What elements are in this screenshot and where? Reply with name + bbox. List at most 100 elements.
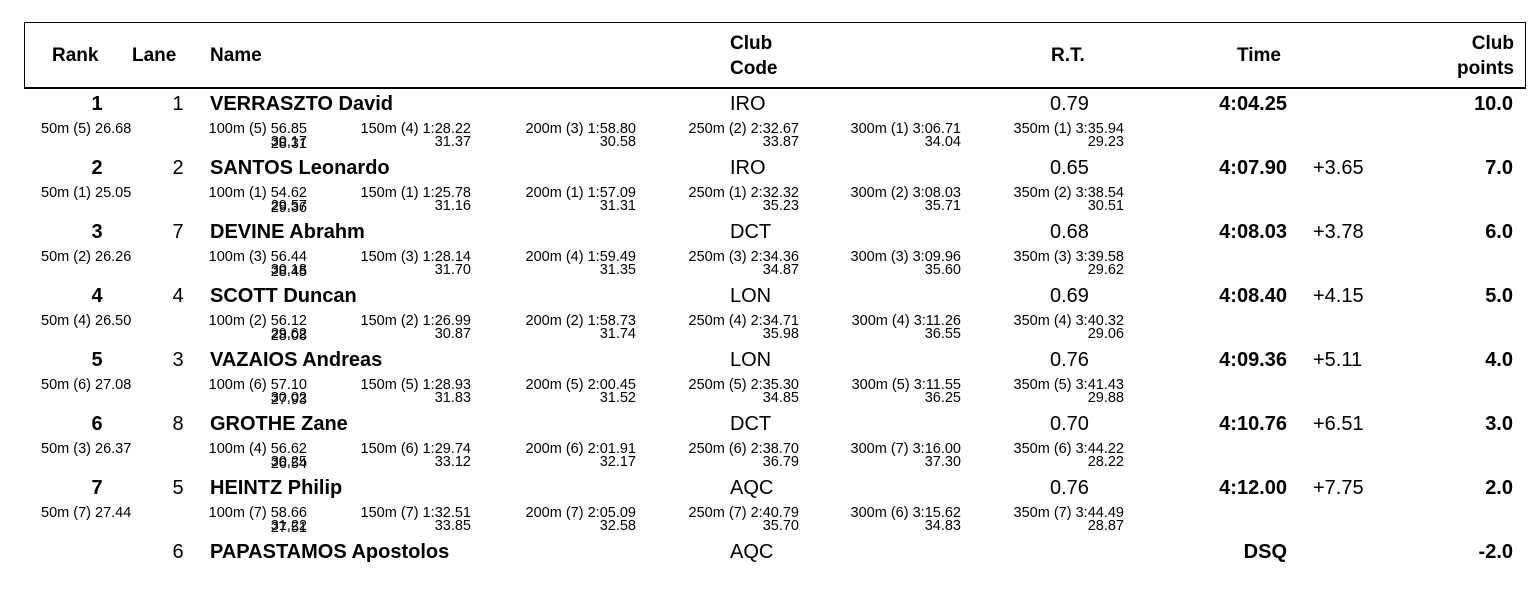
name-cell: DEVINE Abrahm: [210, 221, 365, 243]
split-lap: 29.57: [270, 198, 307, 214]
split-lap: 36.55: [924, 326, 961, 342]
split-lap: 31.35: [599, 262, 636, 278]
split-place: (4): [565, 249, 584, 265]
split-250m: 250m (1) 2:32.32 35.23: [673, 186, 799, 216]
split-100m: 100m (3) 56.44 30.18: [197, 250, 307, 280]
lane-cell: 3: [172, 349, 184, 371]
split-label: 300m: [850, 249, 887, 265]
split-cum: 1:26.99: [422, 313, 471, 329]
time-behind-cell: +3.78: [1313, 221, 1364, 243]
split-label: 350m: [1013, 185, 1050, 201]
split-label: 350m: [1013, 377, 1050, 393]
rank-cell: 3: [91, 221, 103, 243]
club-code-cell: IRO: [730, 157, 766, 179]
split-place: (6): [400, 441, 419, 457]
rank-cell: 6: [91, 413, 103, 435]
final-lap: 26.54: [270, 456, 307, 472]
split-cum: 1:28.14: [422, 249, 471, 265]
split-place: (6): [248, 377, 267, 393]
split-place: (7): [248, 505, 267, 521]
final-lap: 27.93: [270, 392, 307, 408]
split-label: 250m: [688, 249, 725, 265]
club-points-cell: 3.0: [1485, 413, 1513, 435]
split-200m: 200m (1) 1:57.09 31.31: [510, 186, 636, 216]
split-cumulative: 350m (3) 3:39.58: [1014, 250, 1124, 265]
split-300m: 300m (1) 3:06.71 34.04: [836, 122, 961, 152]
header-name: Name: [210, 45, 262, 66]
split-label: 250m: [688, 185, 725, 201]
time-behind-cell: +6.51: [1313, 413, 1364, 435]
split-place: (6): [890, 505, 909, 521]
split-cum: 3:40.32: [1075, 313, 1124, 329]
split-100m: 100m (5) 56.85 30.17: [197, 122, 307, 152]
split-lap: 30.58: [599, 134, 636, 150]
split-place: (2): [728, 121, 747, 137]
split-cumulative: 300m (2) 3:08.03: [851, 186, 961, 201]
split-place: (2): [890, 185, 909, 201]
split-label: 50m: [41, 441, 70, 457]
split-cum: 1:58.73: [587, 313, 636, 329]
split-label: 100m: [208, 505, 245, 521]
split-cum: 3:15.62: [912, 505, 961, 521]
split-label: 350m: [1013, 313, 1050, 329]
split-label: 250m: [688, 377, 725, 393]
reaction-time-cell: 0.76: [1050, 349, 1089, 371]
split-lap: 34.87: [762, 262, 799, 278]
split-cumulative: 100m (6) 57.10: [209, 378, 307, 393]
split-label: 150m: [360, 185, 397, 201]
table-header: Rank Lane Name Club Code R.T. Time Club …: [24, 22, 1526, 88]
name-cell: VAZAIOS Andreas: [210, 349, 383, 371]
split-cumulative: 200m (3) 1:58.80: [526, 122, 636, 137]
time-cell: 4:10.76: [1219, 413, 1287, 435]
reaction-time-cell: 0.76: [1050, 477, 1089, 499]
split-cum: 26.37: [95, 441, 132, 457]
split-cum: 3:11.26: [913, 313, 961, 329]
final-lap: 27.51: [270, 520, 307, 536]
split-cumulative: 200m (2) 1:58.73: [526, 314, 636, 329]
header-underline: [24, 88, 1526, 89]
split-label: 100m: [208, 121, 245, 137]
split-200m: 200m (6) 2:01.91 32.17: [510, 442, 636, 472]
split-place: (3): [565, 121, 584, 137]
split-cumulative: 150m (1) 1:25.78: [361, 186, 471, 201]
split-150m: 150m (3) 1:28.14 31.70: [345, 250, 471, 280]
time-cell: 4:08.40: [1219, 285, 1287, 307]
split-lap: 30.18: [270, 262, 307, 278]
split-200m: 200m (4) 1:59.49 31.35: [510, 250, 636, 280]
split-250m: 250m (6) 2:38.70 36.79: [673, 442, 799, 472]
split-cum: 2:32.32: [750, 185, 799, 201]
split-150m: 150m (5) 1:28.93 31.83: [345, 378, 471, 408]
split-place: (1): [400, 185, 419, 201]
split-place: (7): [728, 505, 747, 521]
split-150m: 150m (6) 1:29.74 33.12: [345, 442, 471, 472]
split-cum: 3:38.54: [1075, 185, 1124, 201]
split-place: (2): [400, 313, 419, 329]
split-place: (6): [1053, 441, 1072, 457]
split-place: (5): [73, 121, 91, 137]
split-lap: 36.79: [762, 454, 799, 470]
club-code-cell: LON: [730, 285, 772, 307]
split-cumulative: 200m (6) 2:01.91: [526, 442, 636, 457]
split-label: 250m: [688, 505, 725, 521]
header-rank: Rank: [52, 45, 99, 66]
split-cumulative: 100m (4) 56.62: [209, 442, 307, 457]
split-lap: 33.85: [434, 518, 471, 534]
split-lap: 32.17: [599, 454, 636, 470]
split-place: (2): [565, 313, 584, 329]
split-place: (3): [890, 249, 909, 265]
split-50m: 50m (7) 27.44: [41, 506, 131, 521]
split-200m: 200m (5) 2:00.45 31.52: [510, 378, 636, 408]
split-cum: 1:28.22: [422, 121, 471, 137]
split-place: (2): [73, 249, 91, 265]
split-place: (5): [891, 377, 910, 393]
split-label: 250m: [688, 313, 725, 329]
split-place: (5): [728, 377, 747, 393]
split-cumulative: 150m (2) 1:26.99: [361, 314, 471, 329]
split-cum: 2:32.67: [750, 121, 799, 137]
split-350m: 350m (1) 3:35.94 29.23: [998, 122, 1124, 152]
split-cum: 2:05.09: [587, 505, 636, 521]
lane-cell: 8: [172, 413, 184, 435]
reaction-time-cell: 0.69: [1050, 285, 1089, 307]
split-label: 200m: [525, 121, 562, 137]
split-cumulative: 100m (2) 56.12: [209, 314, 307, 329]
